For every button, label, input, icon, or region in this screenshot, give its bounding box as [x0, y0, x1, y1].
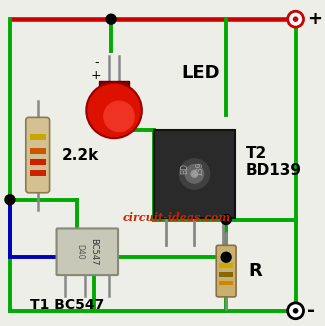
- Bar: [99, 81, 129, 89]
- Circle shape: [221, 252, 231, 262]
- Circle shape: [178, 158, 210, 190]
- Text: -: -: [307, 301, 316, 320]
- Text: D40: D40: [75, 244, 84, 259]
- Bar: [219, 272, 233, 276]
- Text: BC547: BC547: [89, 238, 98, 265]
- Text: +: +: [307, 10, 322, 28]
- Circle shape: [103, 100, 135, 132]
- Text: BD: BD: [180, 163, 189, 174]
- Circle shape: [190, 170, 198, 178]
- Circle shape: [185, 164, 204, 184]
- Bar: [154, 130, 235, 217]
- Circle shape: [5, 195, 15, 205]
- Bar: [30, 159, 46, 165]
- FancyBboxPatch shape: [216, 245, 236, 297]
- Text: circuit-ideas.com: circuit-ideas.com: [123, 212, 231, 223]
- FancyBboxPatch shape: [26, 117, 50, 193]
- Circle shape: [221, 215, 231, 225]
- Text: R: R: [248, 262, 262, 280]
- Circle shape: [293, 16, 298, 22]
- FancyBboxPatch shape: [57, 229, 118, 275]
- Text: -: -: [94, 56, 98, 69]
- Bar: [30, 148, 46, 154]
- Circle shape: [106, 14, 116, 24]
- Circle shape: [288, 303, 304, 319]
- Bar: [219, 281, 233, 286]
- Circle shape: [293, 308, 298, 314]
- Text: +: +: [91, 69, 101, 82]
- Text: 2.2k: 2.2k: [61, 148, 99, 163]
- Circle shape: [288, 11, 304, 27]
- Bar: [30, 170, 46, 176]
- Bar: [30, 134, 46, 140]
- Text: 139: 139: [195, 162, 204, 176]
- Circle shape: [86, 83, 142, 138]
- Bar: [219, 263, 233, 268]
- Text: LED: LED: [182, 64, 220, 82]
- Text: T2
BD139: T2 BD139: [246, 146, 302, 178]
- Text: T1 BC547: T1 BC547: [30, 298, 104, 312]
